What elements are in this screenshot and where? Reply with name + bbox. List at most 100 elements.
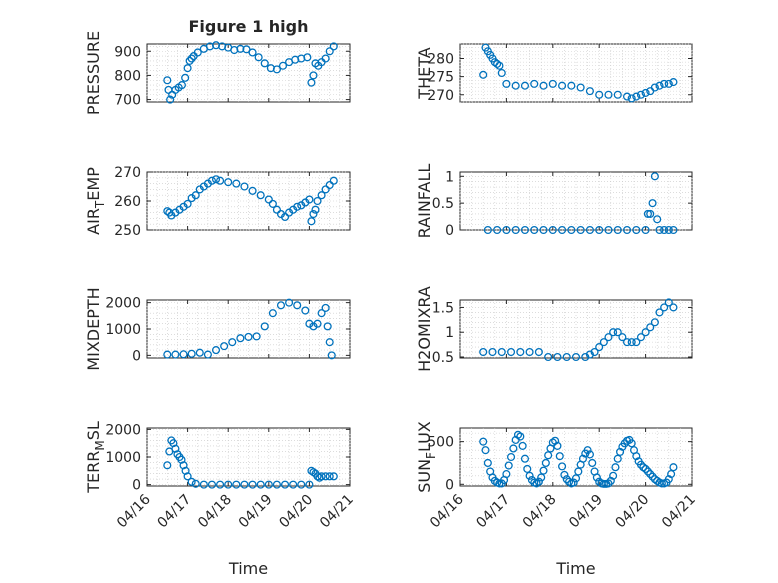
data-point — [502, 470, 511, 479]
data-point — [317, 191, 326, 200]
data-point — [232, 179, 241, 188]
x-tick-label: 04/19 — [566, 492, 606, 532]
subplot-7: 0 1000 2000 04/16 04/17 04/18 04/19 04/20 04/21 T… — [84, 421, 357, 578]
data-point — [525, 348, 534, 357]
data-point — [268, 309, 277, 318]
data-point — [511, 225, 520, 235]
data-point — [539, 466, 548, 475]
data-point — [276, 301, 286, 310]
x-tick-label: 04/20 — [276, 492, 316, 532]
y-axis-label: H2OMIXRA — [415, 286, 434, 372]
data-point — [539, 81, 548, 90]
data-point — [632, 338, 641, 347]
data-point — [613, 454, 622, 463]
y-tick-label: 1.5 — [432, 300, 454, 316]
y-tick-label: 1000 — [105, 322, 141, 338]
data-point — [264, 195, 273, 204]
y-tick-label: 0.5 — [432, 350, 454, 366]
data-point — [236, 44, 245, 53]
data-point — [303, 53, 312, 62]
data-point — [309, 322, 318, 331]
data-point — [553, 441, 562, 450]
data-point — [590, 348, 599, 357]
x-tick-label: 04/21 — [317, 492, 357, 532]
data-point — [166, 95, 175, 104]
data-point — [497, 68, 506, 78]
data-point — [278, 61, 288, 70]
data-point — [604, 479, 613, 488]
data-point — [534, 348, 543, 357]
data-point — [585, 450, 594, 459]
data-point — [525, 471, 534, 480]
data-point — [236, 334, 245, 343]
data-point — [260, 322, 269, 331]
y-tick-label: 0 — [445, 477, 454, 493]
data-point — [544, 451, 553, 460]
data-point — [523, 464, 532, 473]
data-point — [307, 217, 316, 226]
data-point — [646, 470, 655, 479]
data-point — [564, 477, 574, 486]
data-point — [646, 323, 655, 332]
data-point — [520, 225, 530, 235]
data-point — [321, 303, 330, 312]
data-point — [583, 446, 592, 455]
data-point — [488, 348, 497, 357]
data-point — [323, 322, 332, 331]
data-point — [627, 338, 636, 347]
data-point — [655, 81, 664, 90]
data-point — [622, 338, 632, 347]
data-point — [569, 478, 578, 487]
x-tick-label: 04/21 — [659, 492, 699, 532]
data-point — [272, 205, 281, 214]
data-point — [657, 479, 666, 488]
data-point — [293, 301, 302, 310]
data-point — [627, 94, 636, 103]
data-point — [185, 56, 194, 65]
data-point — [562, 475, 571, 484]
data-point — [534, 477, 543, 486]
data-point — [595, 90, 604, 99]
data-point — [636, 90, 646, 99]
data-point — [195, 348, 204, 357]
data-point — [493, 225, 502, 235]
data-point — [248, 480, 257, 489]
data-point — [571, 474, 581, 483]
subplot-3: 250 260 270 AIRTEMP — [84, 165, 351, 239]
data-point — [183, 199, 192, 208]
data-point — [567, 81, 576, 90]
data-point — [289, 480, 298, 489]
data-point — [216, 176, 225, 185]
data-point — [256, 480, 265, 489]
data-point — [581, 352, 590, 362]
data-point — [669, 78, 678, 87]
data-point — [211, 175, 221, 184]
data-point — [305, 480, 314, 489]
data-point — [592, 473, 601, 482]
data-point — [179, 350, 188, 359]
data-point — [325, 338, 334, 347]
data-point — [483, 225, 492, 235]
data-point — [211, 346, 221, 355]
y-tick-label: 250 — [114, 223, 141, 239]
data-point — [207, 480, 217, 489]
data-point — [544, 352, 553, 362]
data-point — [224, 178, 233, 187]
data-point — [609, 471, 618, 480]
data-point — [641, 464, 650, 473]
y-tick-label: 0 — [132, 478, 141, 494]
subplot-1: 700 800 900 PRESSURE Figure 1 high — [84, 17, 351, 115]
data-point — [576, 225, 585, 235]
x-tick-label: 04/20 — [613, 492, 653, 532]
data-point — [268, 199, 277, 208]
data-point — [321, 185, 330, 194]
data-point — [655, 225, 664, 235]
y-tick-label: 260 — [114, 194, 141, 210]
data-point — [511, 81, 520, 90]
data-point — [585, 225, 594, 235]
axes-frame — [459, 171, 693, 231]
data-point — [585, 350, 594, 359]
data-point — [248, 48, 257, 57]
data-point — [228, 338, 237, 347]
